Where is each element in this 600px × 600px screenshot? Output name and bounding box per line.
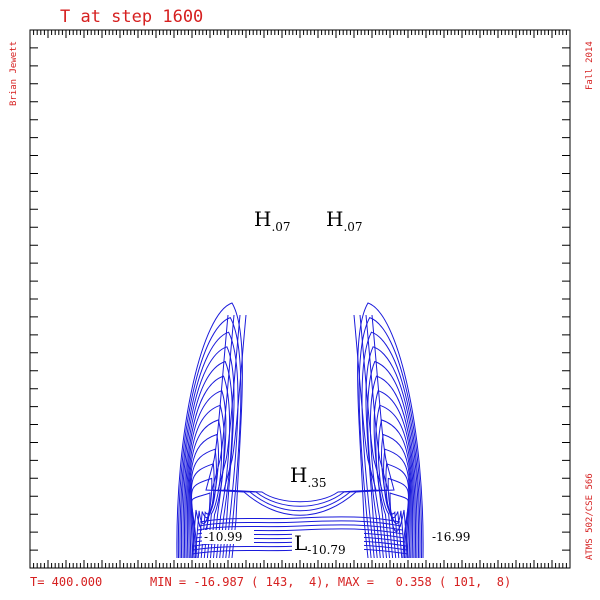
author-label: Brian Jewett	[9, 41, 19, 106]
course-label: ATMS 502/CSE 566	[585, 473, 595, 560]
contour-label-c2: -16.99	[432, 530, 470, 544]
contour-line-right	[358, 316, 423, 559]
contour-line-left	[176, 302, 243, 559]
time-readout: T= 400.000	[30, 575, 102, 589]
contour-line-center	[211, 314, 389, 512]
contour-line-right	[357, 302, 424, 559]
plot-border	[29, 29, 571, 569]
contour-line-center	[205, 314, 395, 516]
contour-line-center	[223, 314, 377, 503]
extremum-l1-value: -10.79	[307, 543, 345, 557]
extremum-h3: H.35	[290, 463, 327, 490]
extremum-h1-value: .07	[271, 220, 290, 234]
contour-line-left	[177, 316, 242, 559]
contour-lines	[176, 302, 424, 559]
contour-line-left	[179, 331, 239, 559]
contour-line-left	[183, 375, 231, 559]
plot-title: T at step 1600	[60, 7, 203, 27]
label-backdrop	[430, 530, 482, 544]
extremum-h2: H.07	[326, 207, 363, 234]
contour-labels: H.07 H.07 H.35 L-10.79 -10.99 -16.99	[202, 207, 482, 557]
contour-line-bottom	[198, 520, 402, 527]
minmax-readout: MIN = -16.987 ( 143, 4), MAX = 0.358 ( 1…	[150, 575, 511, 589]
extremum-h2-value: .07	[343, 220, 362, 234]
label-backdrop	[202, 530, 254, 544]
extremum-h1: H.07	[254, 207, 291, 234]
label-backdrop	[292, 532, 364, 554]
contour-line-right	[389, 492, 409, 559]
plot-frame	[29, 29, 571, 569]
extremum-h3-value: .35	[307, 476, 326, 490]
contour-line-left	[191, 492, 211, 559]
axis-ticks	[29, 29, 571, 569]
contour-line-center	[217, 314, 383, 507]
contour-line-right	[369, 375, 417, 559]
contour-line-right	[361, 331, 421, 559]
contour-line-bottom	[197, 524, 403, 531]
contour-label-c1: -10.99	[204, 530, 242, 544]
term-label: Fall 2014	[585, 41, 595, 90]
contour-line-bottom	[199, 516, 401, 523]
